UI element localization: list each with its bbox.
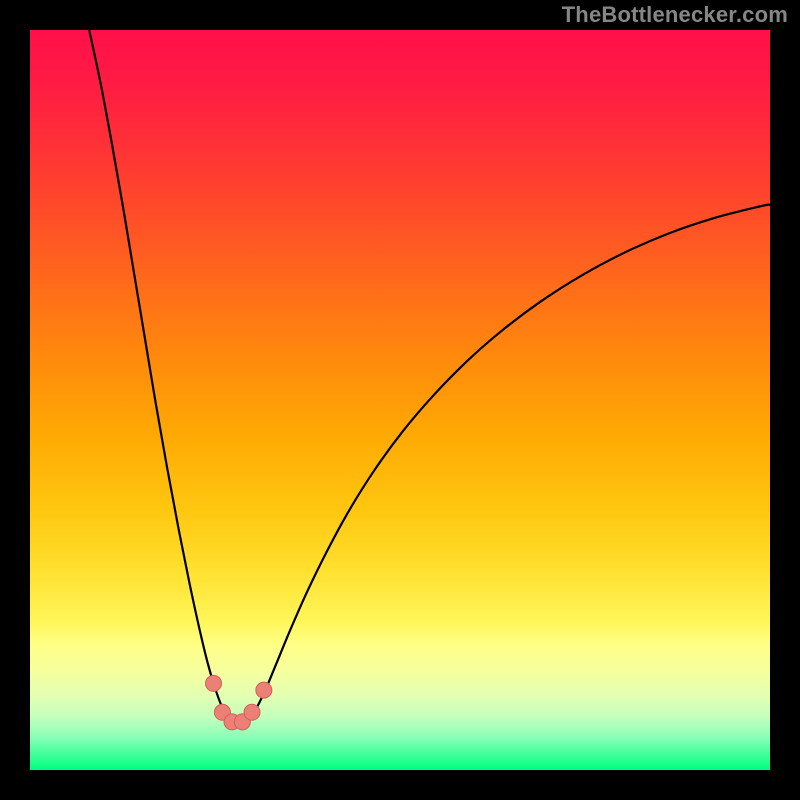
plot-background-gradient [30,30,770,770]
chart-stage: { "meta": { "attribution_text": "TheBott… [0,0,800,800]
bottleneck-chart [0,0,800,800]
marker-dot [206,675,222,691]
marker-dot [256,682,272,698]
attribution-text: TheBottlenecker.com [562,2,788,28]
marker-dot [244,704,260,720]
